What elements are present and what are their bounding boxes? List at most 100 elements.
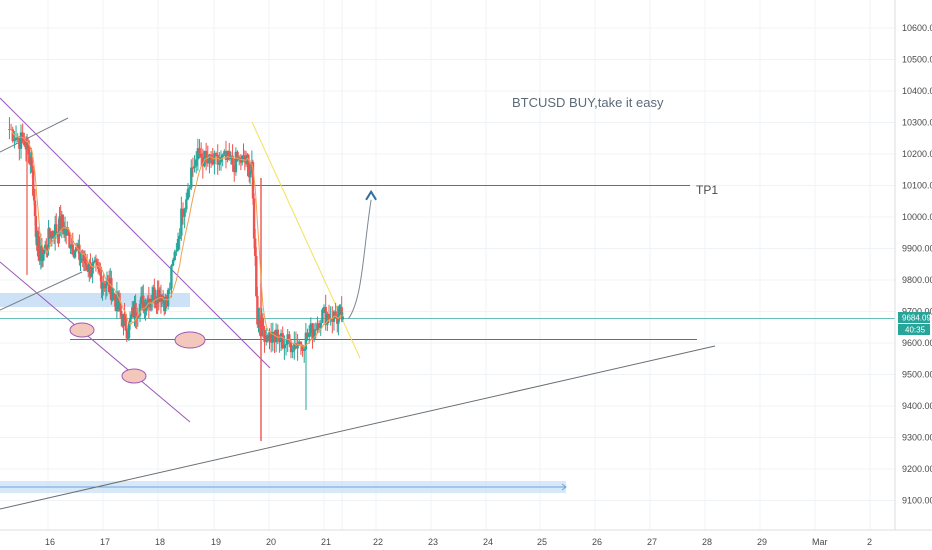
candle-body — [216, 154, 219, 165]
candle-body — [190, 167, 193, 188]
candle-body — [92, 262, 95, 264]
annotation-text[interactable]: BTCUSD BUY,take it easy — [512, 95, 664, 110]
candle-body — [183, 209, 186, 217]
candle-body — [195, 159, 198, 167]
candle-body — [100, 275, 103, 289]
y-tick-label: 10400.00 — [902, 86, 932, 96]
candle-body — [341, 316, 344, 320]
candle-body — [120, 310, 123, 316]
candle-body — [104, 285, 108, 289]
x-tick-label: 25 — [537, 537, 547, 547]
yellow-resistance-line — [251, 121, 361, 359]
candle-body — [248, 160, 251, 178]
pattern-marker-ellipse — [121, 368, 147, 384]
candle-body — [96, 265, 100, 269]
chart-drawings — [0, 97, 895, 510]
x-tick-label: 24 — [483, 537, 493, 547]
candle-body — [251, 162, 255, 199]
x-tick-label: 26 — [592, 537, 602, 547]
y-tick-label: 9500.00 — [902, 370, 932, 380]
candle-body — [338, 308, 341, 315]
candle-body — [33, 200, 37, 217]
moving-average-line — [9, 128, 343, 348]
candle-body — [307, 333, 311, 338]
candle-body — [203, 150, 206, 167]
overlay-drawings — [9, 128, 377, 348]
candle-body — [95, 262, 99, 266]
y-tick-label: 9300.00 — [902, 433, 932, 443]
x-tick-label: 21 — [321, 537, 331, 547]
candle-body — [13, 140, 16, 142]
x-tick-label: 29 — [757, 537, 767, 547]
x-tick-label: 22 — [373, 537, 383, 547]
tp1-label[interactable]: TP1 — [696, 183, 718, 197]
candle-body — [55, 224, 58, 233]
candle-body — [42, 249, 46, 255]
candle-body — [242, 155, 245, 157]
candle-body — [40, 246, 44, 262]
candle-body — [261, 317, 265, 331]
candle-body — [38, 259, 41, 261]
candle-body — [165, 297, 168, 307]
y-tick-label: 9700.00 — [902, 307, 932, 317]
candle-body — [306, 332, 309, 338]
candle-body — [46, 249, 49, 251]
candle-body — [51, 231, 55, 236]
short-trend-top — [0, 117, 69, 153]
candle-body — [61, 214, 65, 227]
channel-lower-line — [0, 261, 191, 423]
candle-body — [94, 260, 98, 263]
candle-body — [281, 333, 284, 349]
x-tick-label: 2 — [867, 537, 872, 547]
candle-body — [78, 244, 81, 260]
candle-body — [34, 216, 38, 237]
x-tick-label: 19 — [211, 537, 221, 547]
candle-body — [234, 151, 238, 173]
candle-body — [322, 306, 326, 310]
candle-body — [266, 335, 270, 342]
y-tick-label: 9900.00 — [902, 244, 932, 254]
candle-body — [199, 153, 203, 158]
candle-body — [181, 208, 185, 217]
candle-body — [68, 234, 71, 248]
candle-body — [145, 304, 148, 311]
candle-body — [296, 344, 299, 349]
candle-body — [288, 334, 291, 342]
x-tick-label: 17 — [100, 537, 110, 547]
candle-body — [276, 329, 279, 338]
y-axis[interactable]: 10600.00 10500.00 10400.00 10300.00 10200.00… — [894, 0, 932, 530]
candle-body — [36, 231, 39, 246]
candle-body — [127, 322, 131, 339]
candle-body — [73, 251, 77, 258]
candle-body — [208, 154, 211, 164]
y-tick-label: 10200.00 — [902, 149, 932, 159]
candle-body — [248, 172, 252, 178]
y-tick-label: 10600.00 — [902, 23, 932, 33]
candle-body — [124, 314, 127, 331]
candle-body — [249, 171, 253, 173]
x-tick-label: 27 — [647, 537, 657, 547]
candle-body — [283, 345, 286, 349]
candle-body — [218, 162, 221, 165]
lower-zone-arrow — [561, 483, 567, 491]
price-badge: 9684.09 40:35 — [898, 312, 931, 335]
candle-body — [268, 331, 271, 342]
candle-body — [28, 147, 31, 164]
candle-body — [85, 264, 89, 271]
x-tick-label: 23 — [428, 537, 438, 547]
candle-body — [19, 132, 23, 149]
candle-body — [32, 195, 36, 201]
candle-body — [16, 137, 19, 139]
candle-body — [226, 150, 229, 160]
candle-body — [223, 151, 226, 155]
candle-body — [83, 253, 87, 264]
candle-body — [36, 231, 40, 237]
candle-body — [31, 166, 34, 171]
candle-body — [69, 247, 72, 249]
x-axis[interactable]: 16 17 18 19 20 21 22 23 24 25 26 27 28 29 Mar 2 — [0, 529, 932, 547]
channel-upper-line — [0, 97, 271, 369]
candle-body — [327, 313, 331, 320]
candle-body — [279, 333, 283, 343]
